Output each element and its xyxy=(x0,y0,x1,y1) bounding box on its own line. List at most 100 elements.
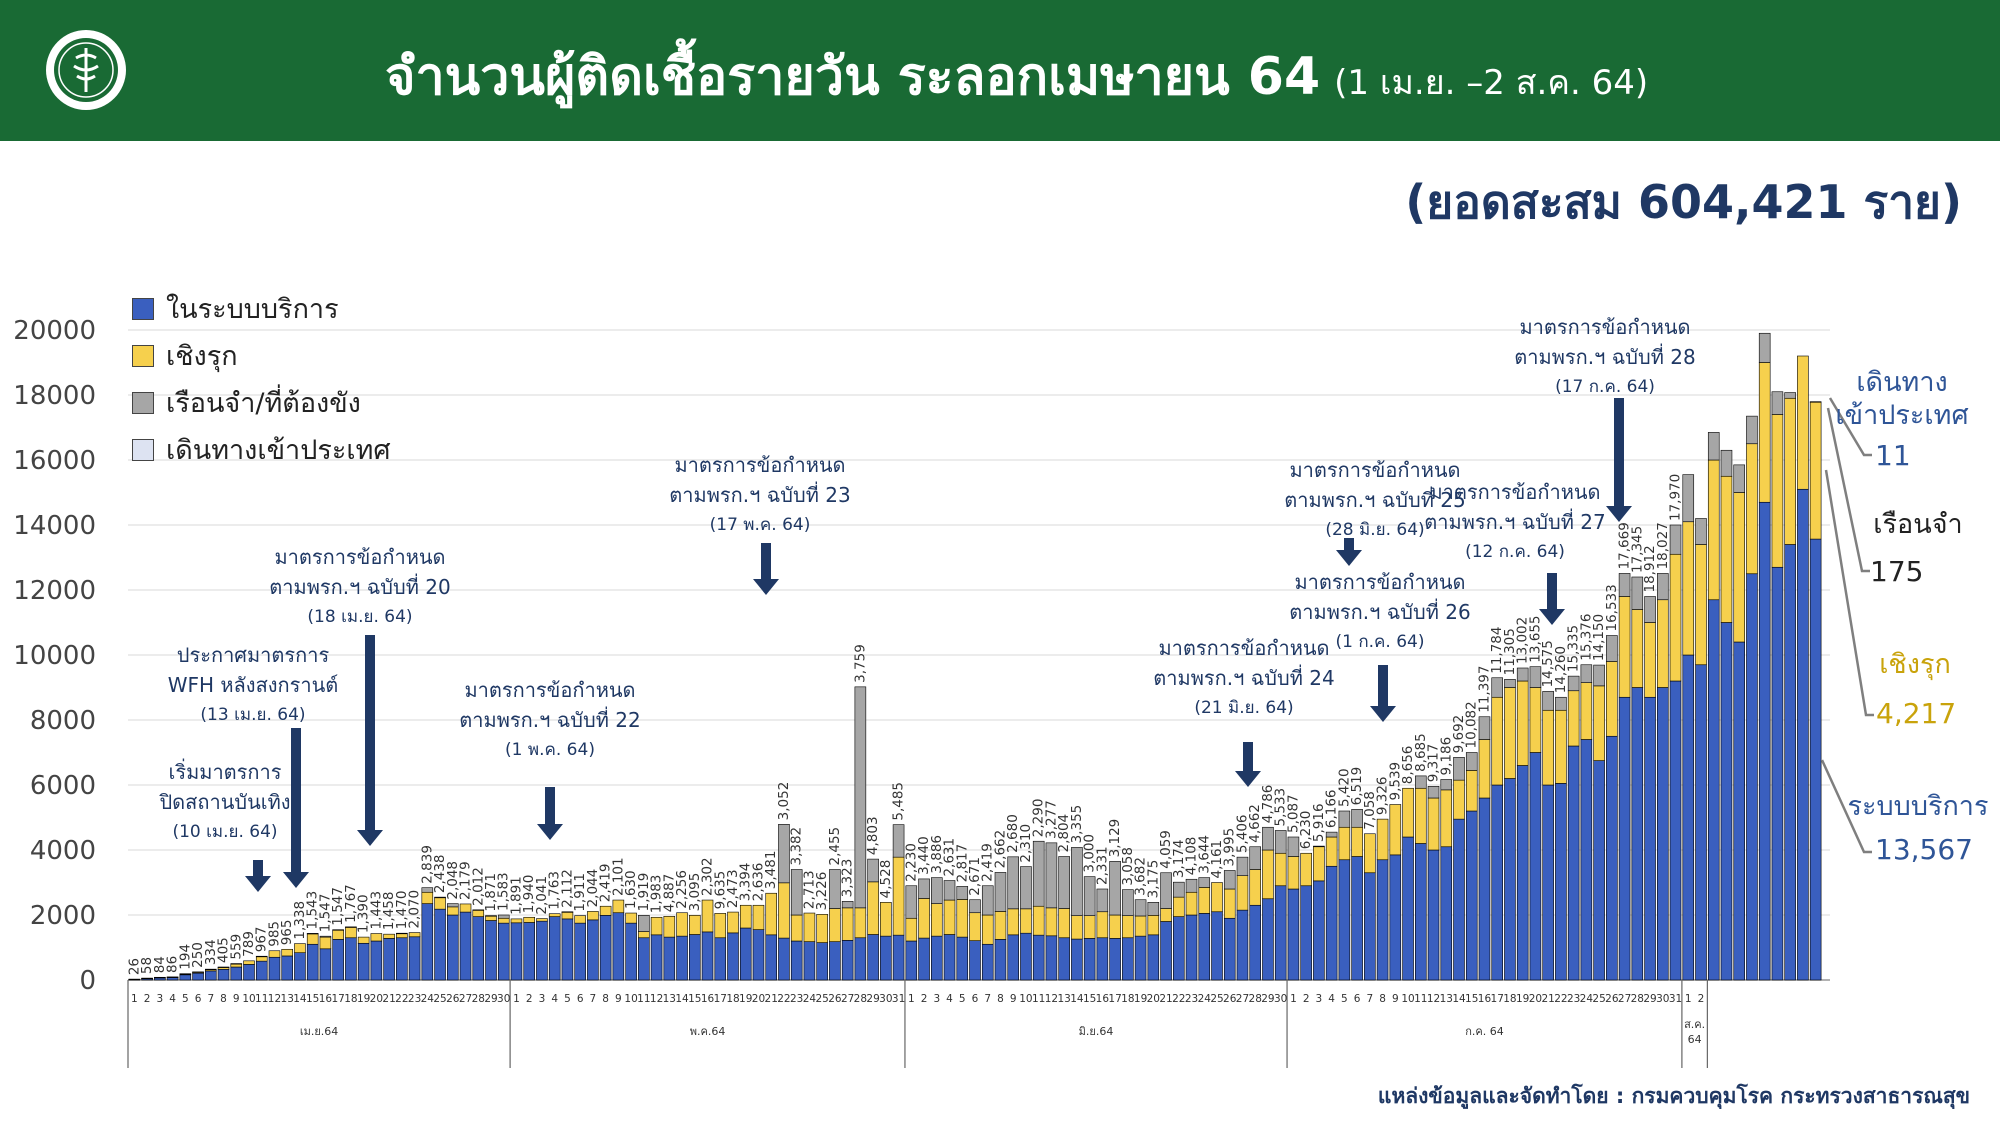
bar-proactive xyxy=(1733,492,1745,643)
x-tick-label: 28 xyxy=(1249,993,1262,1005)
x-tick-label: 10 xyxy=(242,993,255,1005)
bar-total-label: 8,656 xyxy=(1400,746,1416,785)
bar-proactive xyxy=(332,929,344,940)
bar-proactive xyxy=(905,917,918,942)
x-tick-label: 5 xyxy=(959,993,966,1005)
bar-prison xyxy=(1695,518,1707,545)
bar-total-label: 1,911 xyxy=(572,873,588,912)
bar-service xyxy=(510,922,523,981)
bar-proactive xyxy=(1516,680,1529,766)
legend-swatch xyxy=(132,438,154,461)
x-tick-label: 19 xyxy=(1134,993,1147,1005)
bar-proactive xyxy=(357,936,370,944)
x-tick-label: 11 xyxy=(1414,993,1427,1005)
bar-proactive xyxy=(1631,609,1644,688)
annotation-text: ตามพรก.ฯ ฉบับที่ 20 xyxy=(269,575,451,599)
annotation-date: (17 ก.ค. 64) xyxy=(1555,377,1655,397)
x-tick-label: 2 xyxy=(526,993,533,1005)
bar-total-label: 5,406 xyxy=(1234,814,1250,853)
bar-service xyxy=(1402,836,1414,981)
bar-service xyxy=(1797,488,1809,981)
bar-total-label: 1,891 xyxy=(508,876,524,915)
bar-proactive xyxy=(306,933,319,945)
bar-prison xyxy=(1134,899,1147,917)
bar-prison xyxy=(1567,675,1580,692)
bar-proactive xyxy=(383,933,395,939)
bar-total-label: 16,533 xyxy=(1604,584,1620,631)
bar-proactive xyxy=(1262,849,1274,900)
x-tick-label: 17 xyxy=(331,993,344,1005)
annotation-date: (1 ก.ค. 64) xyxy=(1335,632,1425,652)
bar-service xyxy=(1274,885,1287,981)
bar-prison xyxy=(1465,752,1478,771)
x-tick-label: 8 xyxy=(1379,993,1386,1005)
bar-prison xyxy=(829,869,841,909)
bar-service xyxy=(243,964,255,981)
bar-service xyxy=(1415,843,1427,981)
bar-proactive xyxy=(370,933,383,942)
bar-total-label: 3,174 xyxy=(1171,840,1187,879)
bar-prison xyxy=(128,978,141,981)
bar-total-label: 2,419 xyxy=(598,864,614,903)
bar-prison xyxy=(1198,877,1211,888)
bar-service xyxy=(1631,687,1644,981)
bar-service xyxy=(1364,872,1376,981)
bar-prison xyxy=(1491,677,1503,698)
bar-prison xyxy=(1313,845,1325,848)
bar-proactive xyxy=(1020,908,1032,934)
bar-service xyxy=(192,972,204,981)
bar-prison xyxy=(867,858,879,883)
bar-prison xyxy=(905,885,918,919)
bar-total-label: 2,070 xyxy=(407,890,423,929)
bar-prison xyxy=(1707,432,1720,461)
bar-total-label: 1,583 xyxy=(496,872,512,911)
legend-swatch xyxy=(132,344,154,367)
x-tick-label: 21 xyxy=(1159,993,1172,1005)
bar-total-label: 2,112 xyxy=(559,869,575,908)
annotation-text: ประกาศมาตรการ xyxy=(176,643,330,667)
x-tick-label: 21 xyxy=(382,993,395,1005)
bar-service xyxy=(447,914,459,981)
x-tick-label: 19 xyxy=(739,993,752,1005)
annotation-date: (21 มิ.ย. 64) xyxy=(1194,698,1294,718)
bar-service xyxy=(1707,599,1720,981)
callout-label-line: เข้าประเทศ xyxy=(1835,400,1969,431)
month-label: 64 xyxy=(1688,1033,1702,1046)
x-tick-label: 25 xyxy=(433,993,446,1005)
bar-total-label: 1,390 xyxy=(356,894,372,933)
x-tick-label: 15 xyxy=(688,993,701,1005)
bar-proactive xyxy=(1122,915,1134,939)
x-tick-label: 27 xyxy=(1618,993,1631,1005)
bar-total-label: 3,058 xyxy=(1120,847,1136,886)
bar-proactive xyxy=(510,918,523,924)
bar-proactive xyxy=(1160,908,1172,922)
annotation-date: (13 เม.ย. 64) xyxy=(200,705,306,725)
bar-service xyxy=(1593,760,1605,981)
bar-total-label: 3,323 xyxy=(840,859,856,898)
annotation-text: มาตรการข้อกำหนด xyxy=(1289,458,1461,482)
bar-total-label: 9,635 xyxy=(712,871,728,910)
annotation-arrowhead-icon xyxy=(753,579,779,595)
bar-proactive xyxy=(829,908,841,942)
x-tick-label: 23 xyxy=(1567,993,1580,1005)
bar-service xyxy=(1122,937,1134,981)
x-tick-label: 3 xyxy=(156,993,163,1005)
legend-swatch xyxy=(132,297,154,320)
bar-total-label: 13,002 xyxy=(1515,617,1531,664)
bar-total-label: 2,713 xyxy=(801,870,817,909)
bar-total-label: 1,443 xyxy=(368,891,384,930)
bar-service xyxy=(332,939,344,981)
annotation-arrowhead-icon xyxy=(1539,609,1565,625)
bar-prison xyxy=(1746,415,1758,445)
bar-service xyxy=(1427,849,1440,981)
bar-total-label: 1,630 xyxy=(623,870,639,909)
x-tick-label: 7 xyxy=(1366,993,1373,1005)
x-tick-label: 6 xyxy=(195,993,202,1005)
bar-service xyxy=(1771,566,1784,981)
annotation-arrowhead-icon xyxy=(1370,706,1396,722)
bar-total-label: 1,470 xyxy=(394,891,410,930)
bar-proactive xyxy=(447,906,459,916)
bar-total-label: 2,839 xyxy=(419,845,435,884)
bar-proactive xyxy=(497,917,510,924)
bar-service xyxy=(841,940,854,981)
